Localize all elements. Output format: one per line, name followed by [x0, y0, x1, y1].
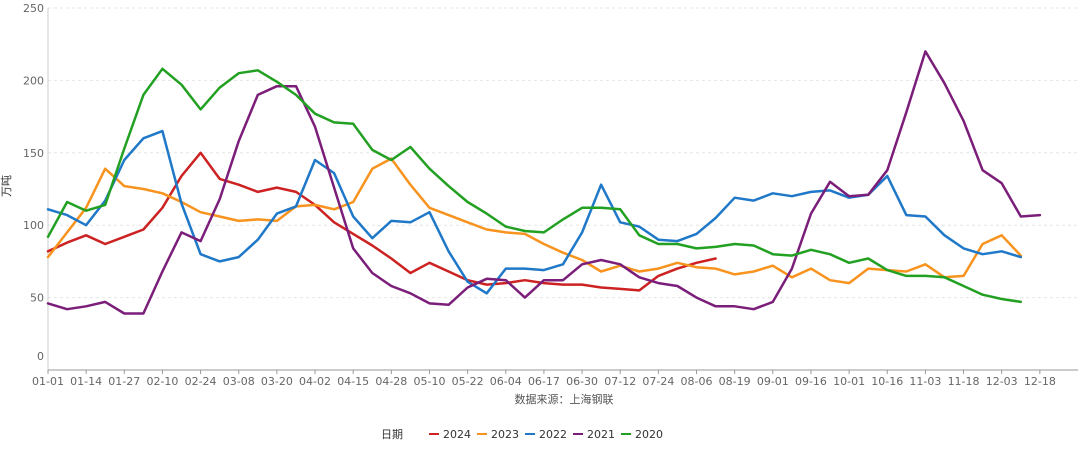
x-tick-label: 06-30	[566, 375, 598, 388]
series-layer	[46, 50, 1042, 315]
x-tick-label: 03-08	[223, 375, 255, 388]
series-line-2021	[46, 50, 1042, 315]
y-tick-label: 200	[23, 74, 44, 87]
x-tick-label: 12-18	[1024, 375, 1056, 388]
x-tick-label: 04-02	[299, 375, 331, 388]
y-tick-label: 0	[37, 350, 44, 363]
x-tick-label: 10-01	[833, 375, 865, 388]
x-tick-label: 01-14	[70, 375, 102, 388]
x-tick-label: 04-15	[337, 375, 369, 388]
legend-item-2024[interactable]: 2024	[443, 428, 471, 441]
x-tick-label: 08-19	[719, 375, 751, 388]
x-tick-label: 11-03	[909, 375, 941, 388]
x-tick-label: 09-01	[757, 375, 789, 388]
x-tick-label: 09-16	[795, 375, 827, 388]
x-axis-source-label: 数据来源：上海钢联	[515, 392, 614, 406]
series-line-2023	[46, 157, 1023, 285]
legend-title: 日期	[381, 428, 403, 441]
series-line-2024	[46, 151, 717, 292]
legend-item-2023[interactable]: 2023	[491, 428, 519, 441]
x-tick-label: 07-12	[604, 375, 636, 388]
grid-layer	[48, 7, 1078, 299]
series-line-2020	[46, 67, 1023, 304]
x-tick-label: 08-06	[681, 375, 713, 388]
axis-layer: 0 50 100 150 200 250 01-01 01-14 01-27 02-10 02-24…	[23, 2, 1078, 388]
x-tick-label: 01-01	[32, 375, 64, 388]
x-tick-label: 04-28	[375, 375, 407, 388]
y-tick-label: 50	[30, 292, 44, 305]
x-tick-label: 06-04	[490, 375, 522, 388]
legend-item-2020[interactable]: 2020	[635, 428, 663, 441]
x-tick-label: 02-24	[185, 375, 217, 388]
legend: 日期 2024 2023 2022 2021 2020	[381, 428, 663, 441]
y-tick-label: 100	[23, 219, 44, 232]
x-tick-label: 12-03	[986, 375, 1018, 388]
x-tick-label: 10-16	[871, 375, 903, 388]
y-axis-label: 万吨	[0, 175, 13, 197]
y-tick-label: 150	[23, 147, 44, 160]
x-tick-label: 03-20	[261, 375, 293, 388]
x-tick-label: 05-10	[413, 375, 445, 388]
x-tick-label: 11-18	[948, 375, 980, 388]
x-tick-label: 02-10	[146, 375, 178, 388]
y-tick-label: 250	[23, 2, 44, 15]
x-tick-label: 07-24	[642, 375, 674, 388]
legend-item-2021[interactable]: 2021	[587, 428, 615, 441]
x-tick-label: 01-27	[108, 375, 140, 388]
x-tick-label: 05-22	[452, 375, 484, 388]
legend-item-2022[interactable]: 2022	[539, 428, 567, 441]
x-tick-label: 06-17	[528, 375, 560, 388]
